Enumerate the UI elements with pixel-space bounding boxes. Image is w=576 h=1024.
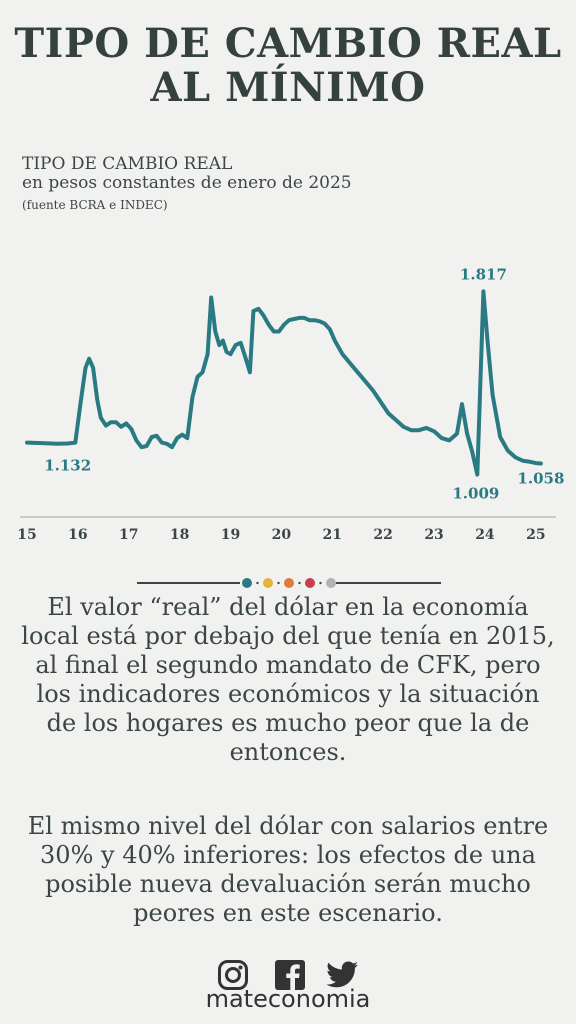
data-label: 1.009 <box>452 485 499 503</box>
x-tick-label: 20 <box>272 527 292 543</box>
divider-dot <box>263 578 273 588</box>
data-label: 1.817 <box>460 265 507 283</box>
divider-separator-dot <box>298 581 301 585</box>
x-tick-label: 22 <box>373 527 392 543</box>
body-paragraph-1: El valor “real” del dólar en la economía… <box>21 593 555 766</box>
divider-separator-dot <box>256 581 259 585</box>
facebook-icon[interactable] <box>275 960 305 990</box>
x-tick-label: 24 <box>475 527 495 543</box>
divider-dot <box>242 578 252 588</box>
x-tick-label: 19 <box>221 527 240 543</box>
title-line-2: AL MÍNIMO <box>150 64 426 111</box>
data-label: 1.132 <box>44 457 91 475</box>
x-tick-label: 18 <box>170 527 189 543</box>
line-chart: 15 16 17 18 19 20 21 22 23 24 25 1.132 1.817 1.009 1.0… <box>17 265 564 543</box>
x-tick-label: 23 <box>424 527 443 543</box>
series-line <box>25 289 543 477</box>
x-tick-label: 21 <box>323 527 342 543</box>
x-tick-label: 15 <box>17 527 36 543</box>
divider-dot <box>284 578 294 588</box>
section-divider <box>137 578 441 588</box>
twitter-icon[interactable] <box>326 961 358 988</box>
social-links <box>218 960 358 990</box>
instagram-icon[interactable] <box>218 960 248 990</box>
x-tick-label: 25 <box>526 527 545 543</box>
title-line-1: TIPO DE CAMBIO REAL <box>14 20 562 67</box>
data-label: 1.058 <box>517 470 564 488</box>
chart-title: TIPO DE CAMBIO REAL <box>22 154 233 174</box>
divider-separator-dot <box>277 581 280 585</box>
divider-separator-dot <box>319 581 322 585</box>
x-tick-label: 16 <box>68 527 87 543</box>
divider-dot <box>326 578 336 588</box>
chart-source: (fuente BCRA e INDEC) <box>22 198 168 212</box>
divider-dot <box>305 578 315 588</box>
body-paragraph-2: El mismo nivel del dólar con salarios en… <box>27 812 549 927</box>
chart-subtitle: en pesos constantes de enero de 2025 <box>22 173 352 193</box>
page-title: TIPO DE CAMBIO REAL AL MÍNIMO <box>0 22 576 110</box>
x-tick-label: 17 <box>119 527 138 543</box>
brand-logo-text: mateconomia <box>205 985 371 1013</box>
